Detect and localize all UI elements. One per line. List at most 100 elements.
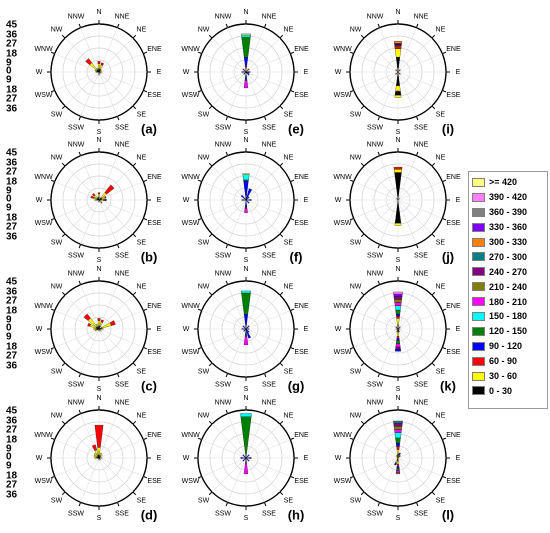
grid-spoke [245, 199, 281, 235]
panel-label: (j) [442, 249, 454, 264]
grid-spoke [397, 423, 433, 459]
direction-tick [279, 162, 284, 167]
direction-label: SSW [367, 381, 383, 388]
grid-spoke [245, 181, 291, 201]
petal-segment [396, 318, 400, 325]
wind-rose-panel: N NNE NE ENE E ESE SE SSE S SSW SW WSW W WNW NW NNW (g) [181, 266, 309, 394]
petal-segment [94, 69, 98, 72]
legend-label: 390 - 420 [489, 192, 528, 203]
direction-label: ENE [294, 174, 309, 181]
grid-spoke [98, 439, 144, 459]
petal-segment [90, 195, 95, 199]
petal-segment [393, 420, 403, 424]
direction-tick [143, 51, 148, 55]
direction-tick [431, 420, 436, 425]
direction-tick [50, 217, 55, 221]
grid-spoke [98, 199, 134, 235]
legend-item: 300 - 330 [472, 235, 548, 250]
radial-tick-label: 27 [6, 94, 18, 105]
petal-segment [241, 199, 246, 201]
direction-label: E [304, 455, 309, 462]
grid-spoke [353, 328, 399, 348]
direction-tick [116, 244, 120, 249]
legend-swatch [472, 311, 485, 321]
radial-tick-label: 45 [6, 406, 18, 417]
petal-segment [246, 329, 250, 333]
grid-spoke [379, 328, 399, 374]
direction-tick [61, 34, 66, 39]
legend-label: 60 - 90 [489, 356, 518, 367]
petal-segment [399, 73, 401, 75]
direction-label: E [157, 69, 162, 76]
grid-spoke [211, 71, 247, 107]
legend-swatch [472, 192, 485, 202]
grid-spoke [397, 71, 417, 117]
grid-spoke [397, 71, 443, 91]
legend-swatch [472, 326, 485, 336]
direction-tick [290, 308, 295, 312]
radial-tick-label: 27 [6, 222, 18, 233]
direction-label: N [395, 395, 400, 402]
legend-item: >= 420 [472, 175, 548, 190]
grid-spoke [98, 423, 134, 459]
legend-swatch [472, 297, 485, 307]
petal-segment [396, 316, 400, 319]
petal-segment [244, 208, 248, 213]
petal-segment [100, 199, 104, 201]
direction-label: W [183, 69, 190, 76]
direction-tick [78, 151, 82, 156]
radial-tick-label: 0 [6, 194, 12, 205]
direction-label: SSW [367, 252, 383, 259]
petal-segment [99, 458, 101, 460]
legend-label: 330 - 360 [489, 222, 528, 233]
direction-label: E [456, 326, 461, 333]
direction-label: E [157, 197, 162, 204]
legend-item: 210 - 240 [472, 279, 548, 294]
direction-label: NNW [68, 13, 85, 20]
petal-segment [247, 68, 250, 71]
petal-segment [246, 454, 250, 458]
radial-tick-label: 0 [6, 452, 12, 463]
direction-label: S [244, 515, 249, 522]
direction-tick [143, 346, 148, 350]
direction-label: W [183, 326, 190, 333]
legend-label: 300 - 330 [489, 237, 528, 247]
grid-spoke [211, 457, 247, 493]
petal-segment [246, 329, 251, 339]
direction-tick [415, 244, 419, 249]
direction-label: SSE [414, 252, 428, 259]
direction-label: E [304, 326, 309, 333]
grid-spoke [227, 199, 247, 245]
direction-label: NE [137, 26, 147, 33]
petal-segment [394, 223, 402, 226]
radial-tick-label: 36 [6, 30, 18, 41]
grid-spoke [245, 423, 281, 459]
radial-tick-label: 27 [6, 425, 18, 436]
petal-segment [104, 196, 107, 199]
direction-tick [279, 491, 284, 496]
petal-segment [242, 458, 246, 462]
grid-spoke [54, 328, 100, 348]
legend-swatch [472, 207, 485, 217]
petal-segment [396, 468, 400, 471]
panel-label: (k) [440, 378, 456, 393]
panel-label: (i) [442, 121, 454, 136]
radial-tick-label: 36 [6, 158, 18, 169]
direction-label: SE [284, 111, 294, 118]
petal-segment [396, 464, 400, 467]
direction-label: E [304, 197, 309, 204]
panel-label: (e) [288, 121, 304, 136]
grid-spoke [245, 457, 291, 477]
direction-label: W [183, 455, 190, 462]
direction-tick [78, 280, 82, 285]
wind-rose-panel: N NNE NE ENE E ESE SE SSE S SSW SW WSW W WNW NW NNW (k) [333, 266, 461, 394]
direction-label: SE [284, 239, 294, 246]
direction-label: N [96, 395, 101, 402]
direction-tick [208, 362, 213, 367]
direction-label: NNW [68, 141, 85, 148]
grid-spoke [54, 199, 100, 219]
direction-label: N [96, 137, 101, 144]
direction-label: WSW [334, 92, 352, 99]
grid-spoke [353, 457, 399, 477]
petal-segment [396, 454, 398, 458]
